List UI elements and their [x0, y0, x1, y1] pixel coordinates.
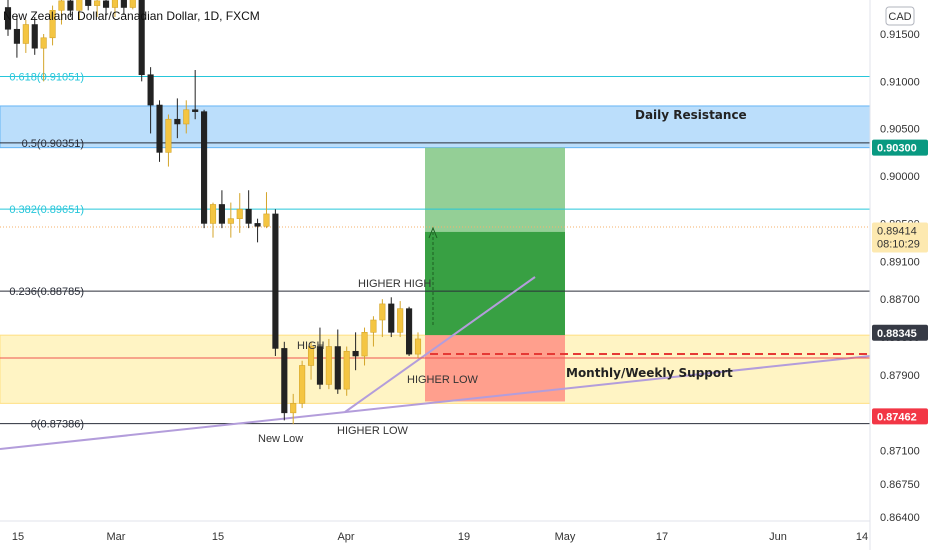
candle-body-13 — [121, 0, 127, 7]
candle-body-23 — [210, 204, 216, 223]
candle-body-20 — [183, 110, 189, 124]
candle-body-2 — [23, 25, 29, 44]
candle-body-45 — [406, 309, 412, 354]
candle-body-32 — [290, 403, 296, 412]
y-tick-6: 0.88700 — [880, 294, 920, 306]
candle-body-11 — [103, 1, 109, 8]
candle-body-31 — [282, 348, 288, 412]
candle-body-33 — [299, 365, 305, 403]
chart-title: New Zealand Dollar/Canadian Dollar, 1D, … — [3, 9, 260, 23]
candle-body-35 — [317, 347, 323, 385]
candle-body-37 — [335, 347, 341, 390]
candle-body-36 — [326, 347, 332, 385]
candle-body-27 — [246, 209, 252, 223]
x-tick-8: 14 — [856, 531, 868, 543]
candle-body-17 — [157, 105, 163, 152]
candle-body-9 — [85, 0, 91, 6]
candle-body-43 — [388, 304, 394, 332]
candle-body-29 — [264, 214, 270, 226]
candle-body-19 — [175, 119, 181, 124]
y-tick-1: 0.91000 — [880, 76, 920, 88]
candle-body-30 — [273, 214, 279, 348]
x-tick-0: 15 — [12, 531, 24, 543]
annotation-higher-low-2: HIGHER LOW — [337, 425, 409, 437]
y-tick-12: 0.86400 — [880, 512, 920, 524]
annotation-new-low: New Low — [258, 433, 303, 445]
fib-label-0: 0.618(0.91051) — [9, 72, 84, 84]
fib-label-3: 0.236(0.88785) — [9, 286, 84, 298]
annotation-higher-high: HIGHER HIGH — [358, 278, 431, 290]
annotation-high: HIGH — [297, 340, 325, 352]
y-tick-3: 0.90000 — [880, 171, 920, 183]
long-position-tool[interactable] — [425, 148, 565, 402]
y-tick-10: 0.87100 — [880, 446, 920, 458]
candle-body-28 — [255, 223, 261, 226]
candle-body-41 — [371, 320, 377, 332]
candle-body-39 — [353, 351, 359, 356]
position-profit-filled — [425, 232, 565, 335]
y-tick-2: 0.90500 — [880, 124, 920, 136]
y-tick-0: 0.91500 — [880, 29, 920, 41]
fib-label-4: 0(0.87386) — [31, 419, 84, 431]
candle-body-46 — [415, 339, 421, 354]
candle-body-40 — [362, 332, 368, 356]
x-tick-7: Jun — [769, 531, 787, 543]
candle-body-4 — [41, 38, 47, 48]
candle-body-24 — [219, 204, 225, 223]
price-badge-text-3: 0.87462 — [877, 411, 917, 423]
candle-body-10 — [94, 1, 100, 6]
y-tick-5: 0.89100 — [880, 256, 920, 268]
price-badge-text-0: 0.90300 — [877, 143, 917, 155]
fib-label-1: 0.5(0.90351) — [22, 138, 84, 150]
price-badge-text-2: 0.88345 — [877, 328, 917, 340]
y-tick-11: 0.86750 — [880, 479, 920, 491]
fib-label-2: 0.382(0.89651) — [9, 204, 84, 216]
annotation-higher-low-1: HIGHER LOW — [407, 374, 479, 386]
candle-body-18 — [166, 119, 172, 152]
candle-body-14 — [130, 0, 136, 7]
candle-body-3 — [32, 25, 38, 49]
candle-body-42 — [380, 304, 386, 320]
zone-label-resistance: Daily Resistance — [635, 108, 747, 122]
x-tick-6: 17 — [656, 531, 668, 543]
price-badge-text-1: 0.89414 — [877, 226, 917, 238]
x-tick-2: 15 — [212, 531, 224, 543]
x-tick-3: Apr — [337, 531, 354, 543]
candle-body-16 — [148, 75, 154, 105]
zone-label-support: Monthly/Weekly Support — [566, 366, 733, 380]
candle-body-21 — [192, 110, 198, 112]
candle-body-26 — [237, 209, 243, 218]
candle-body-12 — [112, 0, 118, 7]
candle-body-22 — [201, 112, 207, 224]
candle-body-44 — [397, 309, 403, 333]
currency-label: CAD — [888, 11, 911, 23]
x-tick-5: May — [555, 531, 576, 543]
y-tick-8: 0.87900 — [880, 370, 920, 382]
candle-body-1 — [14, 29, 20, 43]
candle-body-25 — [228, 219, 234, 224]
candle-body-38 — [344, 351, 350, 389]
x-tick-1: Mar — [107, 531, 126, 543]
x-tick-4: 19 — [458, 531, 470, 543]
price-badge-sub-1: 08:10:29 — [877, 239, 920, 251]
